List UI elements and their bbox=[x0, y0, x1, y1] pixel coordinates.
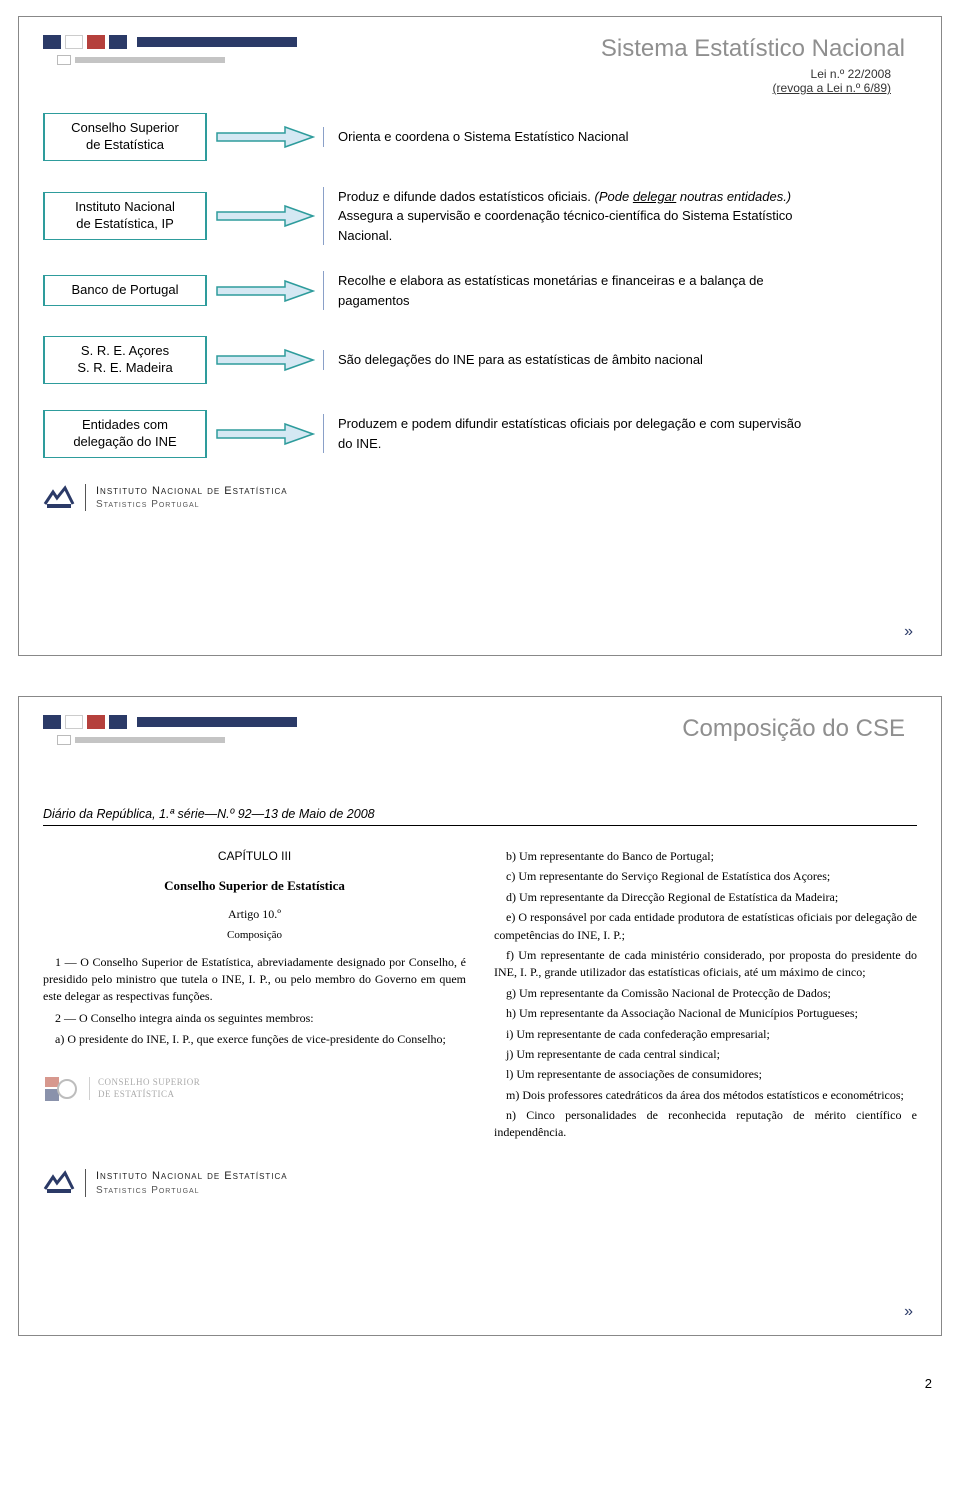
ine-name-line2: Statistics Portugal bbox=[96, 498, 288, 511]
cse-line1: CONSELHO SUPERIOR bbox=[98, 1077, 200, 1089]
entity-description: São delegações do INE para as estatístic… bbox=[323, 350, 703, 370]
arrow-icon bbox=[207, 347, 323, 373]
list-item: b) Um representante do Banco de Portugal… bbox=[494, 848, 917, 865]
pager-icon: » bbox=[904, 623, 911, 641]
left-column: CAPÍTULO III Conselho Superior de Estatí… bbox=[43, 848, 466, 1145]
entity-description: Produzem e podem difundir estatísticas o… bbox=[323, 414, 803, 453]
decor-square-red bbox=[87, 35, 105, 49]
page-number: 2 bbox=[0, 1376, 932, 1391]
paragraph-2: 2 — O Conselho integra ainda os seguinte… bbox=[43, 1010, 466, 1027]
list-item: d) Um representante da Direcção Regional… bbox=[494, 889, 917, 906]
list-item-a: a) O presidente do INE, I. P., que exerc… bbox=[43, 1031, 466, 1048]
ine-logo-icon bbox=[43, 484, 75, 512]
law-revoke: (revoga a Lei n.º 6/89) bbox=[773, 81, 891, 95]
ine-logo-text: Instituto Nacional de Estatística Statis… bbox=[85, 1169, 288, 1196]
decor-square-white bbox=[65, 35, 83, 49]
ine-name-line1: Instituto Nacional de Estatística bbox=[96, 484, 288, 498]
decor-square-navy-2 bbox=[109, 35, 127, 49]
decor-thin-bar bbox=[75, 737, 225, 743]
law-ref: Lei n.º 22/2008 bbox=[811, 67, 891, 81]
entity-row: Instituto Nacional de Estatística, IP Pro… bbox=[43, 187, 917, 246]
cse-line2: DE ESTATÍSTICA bbox=[98, 1089, 200, 1101]
slide-2: Composição do CSE Diário da República, 1… bbox=[18, 696, 942, 1336]
decor-bar bbox=[137, 717, 297, 727]
slide-subtitle: Lei n.º 22/2008 (revoga a Lei n.º 6/89) bbox=[773, 67, 891, 95]
ine-name-line1: Instituto Nacional de Estatística bbox=[96, 1169, 288, 1183]
decor-tiny-square bbox=[57, 735, 71, 745]
chapter-label: CAPÍTULO III bbox=[43, 848, 466, 865]
entity-row: Banco de Portugal Recolhe e elabora as es… bbox=[43, 271, 917, 310]
list-item: e) O responsável por cada entidade produ… bbox=[494, 909, 917, 944]
entity-box: S. R. E. AçoresS. R. E. Madeira bbox=[43, 336, 207, 384]
list-item: j) Um representante de cada central sind… bbox=[494, 1046, 917, 1063]
decor-square-navy bbox=[43, 35, 61, 49]
decor-square-navy bbox=[43, 715, 61, 729]
article-subtitle: Composição bbox=[43, 928, 466, 944]
journal-header: Diário da República, 1.ª série—N.º 92—13… bbox=[43, 807, 917, 826]
paragraph-1: 1 — O Conselho Superior de Estatística, … bbox=[43, 954, 466, 1006]
ine-logo-text: Instituto Nacional de Estatística Statis… bbox=[85, 484, 288, 511]
decor-square-navy-2 bbox=[109, 715, 127, 729]
list-item: m) Dois professores catedráticos da área… bbox=[494, 1087, 917, 1104]
two-column-layout: CAPÍTULO III Conselho Superior de Estatí… bbox=[43, 848, 917, 1145]
decor-square-white bbox=[65, 715, 83, 729]
list-item: l) Um representante de associações de co… bbox=[494, 1066, 917, 1083]
cse-badge-icon bbox=[43, 1073, 79, 1105]
list-item: n) Cinco personalidades de reconhecida r… bbox=[494, 1107, 917, 1142]
entity-box: Instituto Nacional de Estatística, IP bbox=[43, 192, 207, 240]
ine-name-line2: Statistics Portugal bbox=[96, 1184, 288, 1197]
entity-row: Conselho Superior de Estatística Orienta … bbox=[43, 113, 917, 161]
list-item: i) Um representante de cada confederação… bbox=[494, 1026, 917, 1043]
entity-box: Banco de Portugal bbox=[43, 275, 207, 306]
article-number: Artigo 10.º bbox=[43, 906, 466, 923]
entity-description: Orienta e coordena o Sistema Estatístico… bbox=[323, 127, 628, 147]
slide-title: Composição do CSE bbox=[682, 715, 905, 743]
list-item: g) Um representante da Comissão Nacional… bbox=[494, 985, 917, 1002]
pager-icon: » bbox=[904, 1303, 911, 1321]
decor-bar bbox=[137, 37, 297, 47]
arrow-icon bbox=[207, 278, 323, 304]
slide-title: Sistema Estatístico Nacional bbox=[601, 35, 905, 63]
list-item: h) Um representante da Associação Nacion… bbox=[494, 1005, 917, 1022]
right-column: b) Um representante do Banco de Portugal… bbox=[494, 848, 917, 1145]
ine-logo-icon bbox=[43, 1169, 75, 1197]
entity-box: Conselho Superior de Estatística bbox=[43, 113, 207, 161]
list-item: f) Um representante de cada ministério c… bbox=[494, 947, 917, 982]
section-title: Conselho Superior de Estatística bbox=[43, 877, 466, 896]
decor-square-red bbox=[87, 715, 105, 729]
cse-badge: CONSELHO SUPERIOR DE ESTATÍSTICA bbox=[43, 1073, 466, 1105]
entity-row: S. R. E. AçoresS. R. E. Madeira São deleg… bbox=[43, 336, 917, 384]
entity-description: Recolhe e elabora as estatísticas monetá… bbox=[323, 271, 803, 310]
arrow-icon bbox=[207, 421, 323, 447]
entity-description: Produz e difunde dados estatísticos ofic… bbox=[323, 187, 803, 246]
decor-tiny-square bbox=[57, 55, 71, 65]
cse-badge-text: CONSELHO SUPERIOR DE ESTATÍSTICA bbox=[89, 1077, 200, 1100]
list-item: c) Um representante do Serviço Regional … bbox=[494, 868, 917, 885]
slide-1: Sistema Estatístico Nacional Lei n.º 22/… bbox=[18, 16, 942, 656]
ine-footer-logo: Instituto Nacional de Estatística Statis… bbox=[43, 484, 917, 512]
arrow-icon bbox=[207, 203, 323, 229]
entity-rows: Conselho Superior de Estatística Orienta … bbox=[43, 113, 917, 458]
entity-box: Entidades com delegação do INE bbox=[43, 410, 207, 458]
ine-footer-logo: Instituto Nacional de Estatística Statis… bbox=[43, 1169, 917, 1197]
entity-row: Entidades com delegação do INE Produzem e… bbox=[43, 410, 917, 458]
arrow-icon bbox=[207, 124, 323, 150]
decor-thin-bar bbox=[75, 57, 225, 63]
